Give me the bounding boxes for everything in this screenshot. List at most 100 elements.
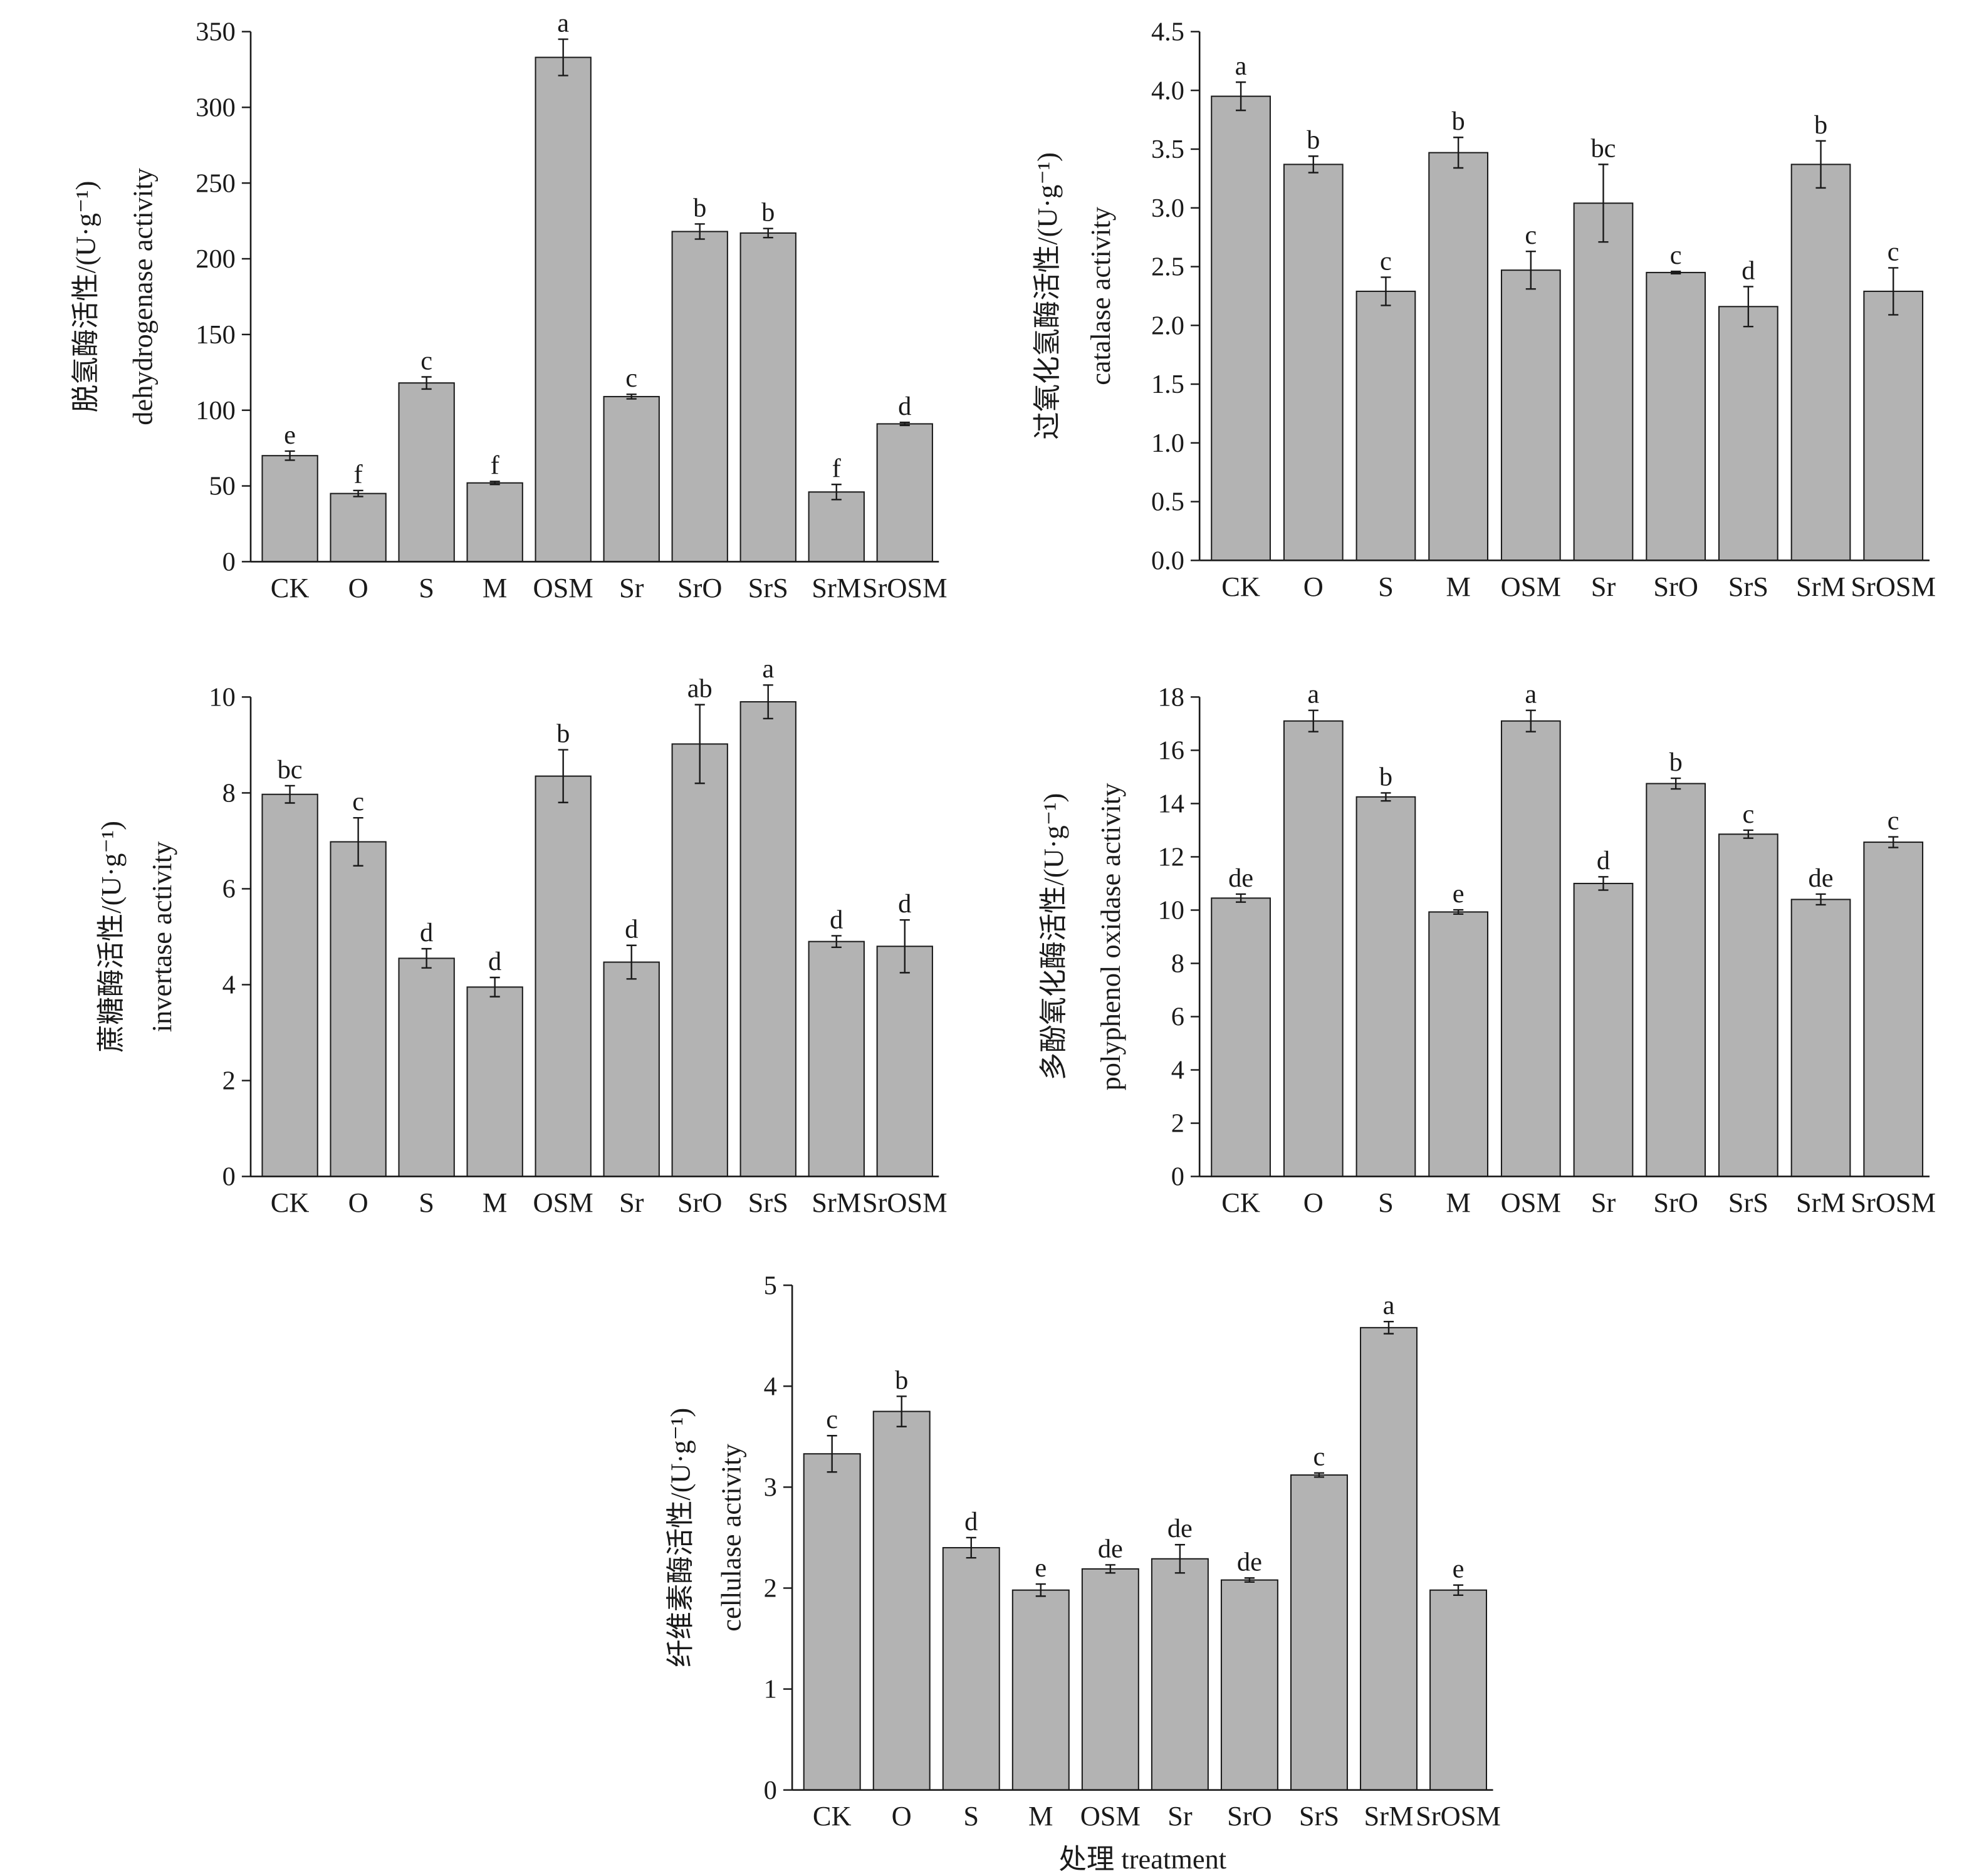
x-tick-label: Sr bbox=[1591, 1187, 1616, 1218]
y-axis-label-zh: 蔗糖酶活性/(U·g⁻¹) bbox=[95, 821, 127, 1053]
y-tick-label: 12 bbox=[1158, 843, 1184, 872]
significance-letter: b bbox=[761, 198, 775, 227]
x-tick-label: M bbox=[1028, 1800, 1053, 1832]
significance-letter: a bbox=[1525, 680, 1537, 709]
bar-CK bbox=[261, 793, 318, 1177]
bar-SrO bbox=[671, 231, 728, 563]
y-tick-label: 2.0 bbox=[1151, 311, 1184, 340]
significance-letter: d bbox=[420, 918, 433, 947]
significance-letter: bc bbox=[1590, 133, 1616, 163]
y-tick-label: 1.0 bbox=[1151, 429, 1184, 458]
bar-O bbox=[330, 841, 387, 1177]
x-tick-label: O bbox=[348, 1187, 368, 1218]
x-tick-label: SrOSM bbox=[1851, 571, 1936, 602]
significance-letter: d bbox=[1742, 256, 1755, 285]
bar-SrOSM bbox=[1863, 842, 1924, 1177]
x-tick-label: SrS bbox=[1299, 1800, 1339, 1832]
y-tick-label: 10 bbox=[1158, 896, 1184, 925]
x-tick-label: Sr bbox=[619, 572, 644, 603]
x-tick-label: SrO bbox=[1653, 1187, 1698, 1218]
significance-letter: b bbox=[556, 719, 570, 748]
y-tick-label: 4 bbox=[1171, 1056, 1184, 1085]
bar-SrM bbox=[808, 941, 865, 1177]
bar-SrS bbox=[1718, 833, 1778, 1177]
x-tick-label: SrOSM bbox=[1851, 1187, 1936, 1218]
chart-panel-2: a CK b Oc Sb Mc OSM bc Sr c SrO d SrS b SrM c SrOSM 0.0 0.… bbox=[1031, 18, 1936, 602]
significance-letter: b bbox=[1379, 762, 1392, 791]
x-tick-label: O bbox=[892, 1800, 912, 1832]
y-tick-label: 8 bbox=[1171, 949, 1184, 979]
bar-Sr bbox=[1151, 1558, 1209, 1791]
significance-letter: b bbox=[1814, 110, 1827, 140]
bar-OSM bbox=[1500, 269, 1561, 561]
bar-M bbox=[1428, 152, 1488, 561]
significance-letter: d bbox=[898, 392, 911, 421]
y-tick-label: 2 bbox=[222, 1066, 236, 1096]
bar-CK bbox=[261, 455, 318, 563]
bar-Sr bbox=[603, 395, 660, 563]
x-tick-label: OSM bbox=[533, 572, 593, 603]
bar-OSM bbox=[535, 56, 592, 563]
bar-SrM bbox=[808, 491, 865, 563]
x-tick-label: CK bbox=[271, 1187, 310, 1218]
bar-O bbox=[872, 1410, 931, 1791]
y-tick-label: 16 bbox=[1158, 736, 1184, 766]
bar-CK bbox=[803, 1453, 861, 1791]
significance-letter: f bbox=[832, 454, 842, 483]
bar-O bbox=[1283, 720, 1344, 1177]
bar-M bbox=[466, 482, 523, 563]
significance-letter: e bbox=[1453, 879, 1465, 909]
bar-M bbox=[1011, 1589, 1070, 1791]
significance-letter: d bbox=[1597, 846, 1610, 875]
significance-letter: d bbox=[488, 947, 501, 976]
significance-letter: b bbox=[895, 1365, 908, 1395]
x-tick-label: Sr bbox=[619, 1187, 644, 1218]
x-tick-label: S bbox=[419, 572, 434, 603]
y-tick-label: 8 bbox=[222, 779, 236, 808]
bar-SrO bbox=[1220, 1579, 1278, 1791]
y-tick-label: 0.5 bbox=[1151, 487, 1184, 517]
x-tick-label: CK bbox=[1221, 1187, 1260, 1218]
x-tick-label: SrM bbox=[1796, 571, 1846, 602]
x-tick-label: OSM bbox=[1080, 1800, 1141, 1832]
bar-OSM bbox=[1500, 720, 1561, 1177]
significance-letter: c bbox=[1888, 806, 1899, 835]
bar-OSM bbox=[1081, 1568, 1139, 1791]
x-tick-label: S bbox=[963, 1800, 979, 1832]
significance-letter: a bbox=[1383, 1291, 1395, 1320]
y-tick-label: 4.5 bbox=[1151, 18, 1184, 47]
bar-SrS bbox=[739, 701, 796, 1177]
significance-letter: c bbox=[1525, 221, 1537, 250]
x-tick-label: SrO bbox=[677, 1187, 723, 1218]
y-tick-label: 150 bbox=[196, 320, 236, 350]
y-tick-label: 1.5 bbox=[1151, 370, 1184, 399]
y-tick-label: 200 bbox=[196, 244, 236, 274]
bar-Sr bbox=[1573, 882, 1634, 1177]
significance-letter: f bbox=[354, 460, 363, 489]
y-tick-label: 0 bbox=[1171, 1162, 1184, 1192]
y-tick-label: 2 bbox=[1171, 1109, 1184, 1139]
significance-letter: c bbox=[826, 1405, 838, 1434]
y-tick-label: 6 bbox=[222, 875, 236, 904]
bar-S bbox=[1355, 796, 1416, 1177]
bar-M bbox=[466, 986, 523, 1177]
y-tick-label: 3.5 bbox=[1151, 135, 1184, 164]
x-tick-label: SrO bbox=[677, 572, 723, 603]
y-axis-label-en: polyphenol oxidase activity bbox=[1095, 783, 1126, 1091]
x-tick-label: S bbox=[1378, 1187, 1394, 1218]
y-tick-label: 6 bbox=[1171, 1003, 1184, 1032]
significance-letter: c bbox=[1742, 800, 1754, 829]
bar-S bbox=[1355, 290, 1416, 561]
bar-SrM bbox=[1360, 1326, 1418, 1791]
significance-letter: ab bbox=[687, 674, 713, 704]
x-tick-label: OSM bbox=[1501, 1187, 1561, 1218]
x-tick-label: SrS bbox=[748, 1187, 788, 1218]
y-tick-label: 2 bbox=[764, 1574, 777, 1603]
significance-letter: d bbox=[830, 905, 843, 934]
significance-letter: e bbox=[1035, 1553, 1047, 1583]
significance-letter: c bbox=[420, 346, 432, 375]
significance-letter: c bbox=[1380, 246, 1392, 276]
x-tick-label: Sr bbox=[1591, 571, 1616, 602]
significance-letter: b bbox=[693, 193, 706, 222]
